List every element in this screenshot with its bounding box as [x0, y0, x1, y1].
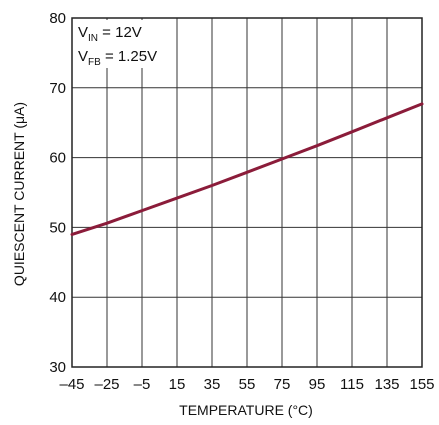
- x-tick-label: –45: [59, 376, 84, 393]
- y-tick-label: 70: [49, 80, 66, 97]
- series-line-quiescent-current: [70, 102, 424, 236]
- x-axis-title: TEMPERATURE (°C): [179, 402, 313, 418]
- y-tick-labels: 30 40 50 60 70 80: [49, 10, 66, 376]
- x-tick-label: 95: [309, 376, 326, 393]
- x-tick-label: 155: [409, 376, 434, 393]
- x-tick-label: 75: [274, 376, 291, 393]
- annotation-vfb: VFB = 1.25V: [78, 48, 157, 68]
- x-tick-label: –5: [134, 376, 151, 393]
- annotation-background: [73, 20, 173, 68]
- x-tick-label: 15: [169, 376, 186, 393]
- y-tick-label: 40: [49, 289, 66, 306]
- x-tick-label: –25: [94, 376, 119, 393]
- y-tick-label: 50: [49, 219, 66, 236]
- y-tick-label: 60: [49, 150, 66, 167]
- y-axis-title: QUIESCENT CURRENT (μA): [11, 102, 27, 286]
- plot-frame: [71, 17, 423, 368]
- x-tick-label: 115: [340, 376, 364, 393]
- annotation-vin: VIN = 12V: [78, 24, 142, 44]
- x-tick-label: 35: [204, 376, 221, 393]
- y-tick-label: 30: [49, 359, 66, 376]
- y-tick-label: 80: [49, 10, 66, 27]
- x-tick-label: 135: [374, 376, 399, 393]
- x-tick-label: 55: [239, 376, 256, 393]
- grid: [71, 17, 423, 368]
- x-tick-labels: –45 –25 –5 15 35 55 75 95 115 135 155: [59, 376, 434, 393]
